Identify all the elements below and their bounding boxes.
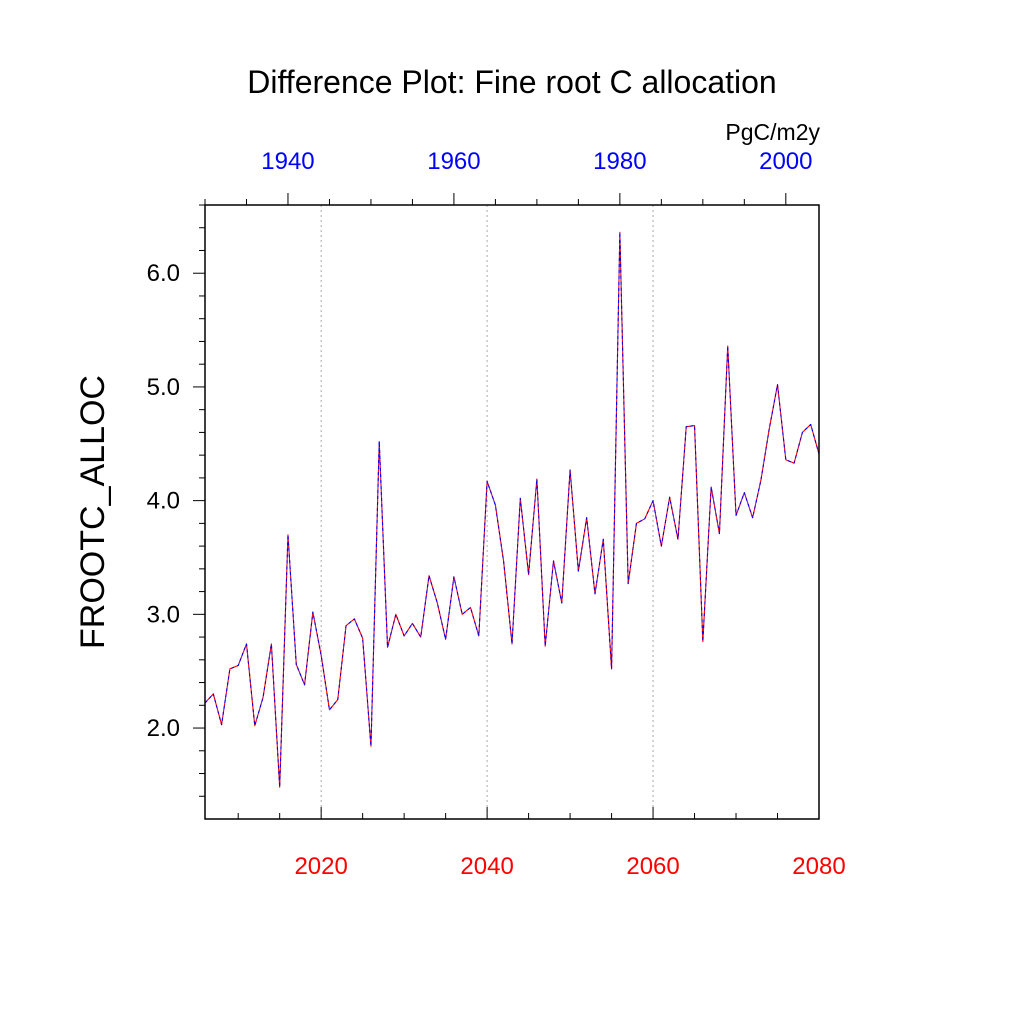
x-bottom-tick-label: 2060 <box>626 853 679 880</box>
y-tick-label: 3.0 <box>147 601 180 628</box>
plot-frame <box>204 204 820 820</box>
x-top-tick-label: 1960 <box>427 148 480 175</box>
chart-title: Difference Plot: Fine root C allocation <box>247 64 776 100</box>
y-tick-label: 4.0 <box>147 488 180 515</box>
series-line-bottom-axis <box>204 231 820 788</box>
x-bottom-tick-label: 2080 <box>792 853 845 880</box>
series-layer <box>204 231 820 788</box>
tick-marks <box>193 193 820 819</box>
y-tick-label: 5.0 <box>147 374 180 401</box>
series-line-top-axis <box>204 231 820 788</box>
x-top-tick-label: 2000 <box>759 148 812 175</box>
x-bottom-tick-label: 2040 <box>460 853 513 880</box>
x-top-tick-label: 1980 <box>593 148 646 175</box>
tick-labels: 2020 2040 2060 2080 1940 1960 1980 2000 2.0 3.0 4.… <box>147 148 846 880</box>
x-top-tick-label: 1940 <box>261 148 314 175</box>
y-tick-label: 2.0 <box>147 715 180 742</box>
units-label: PgC/m2y <box>725 119 820 145</box>
y-tick-label: 6.0 <box>147 260 180 287</box>
y-axis-label: FROOTC_ALLOC <box>74 375 112 649</box>
x-bottom-tick-label: 2020 <box>294 853 347 880</box>
grid-lines <box>320 205 654 819</box>
